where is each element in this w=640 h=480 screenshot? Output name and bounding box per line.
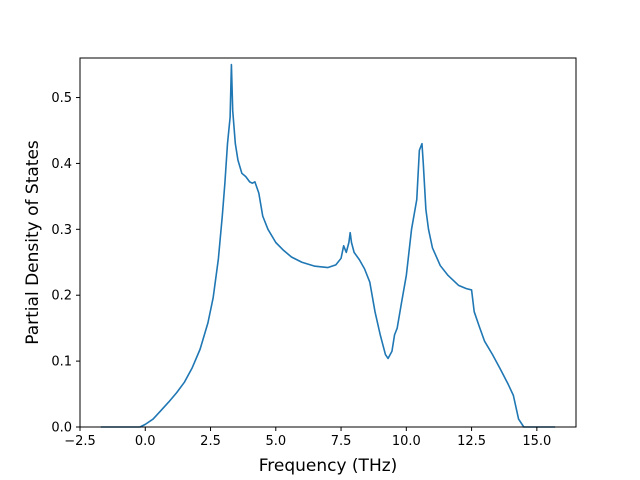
y-tick-label: 0.2 (51, 289, 72, 304)
x-tick-label: 7.5 (331, 434, 352, 449)
y-axis-label: Partial Density of States (23, 140, 43, 345)
series-line-0 (100, 63, 556, 428)
y-tick-label: 0.5 (51, 91, 72, 106)
y-tick-label: 0.1 (51, 355, 72, 370)
y-tick-label: 0.3 (51, 223, 72, 238)
y-tick-label: 0.4 (51, 157, 72, 172)
x-tick-label: −2.5 (64, 434, 96, 449)
axes-frame (79, 57, 577, 428)
x-tick-label: 5.0 (265, 434, 286, 449)
x-axis-label: Frequency (THz) (259, 456, 398, 476)
x-axis: −2.5 0.0 2.5 5.0 7.5 10.0 12.5 15.0 (64, 427, 551, 449)
y-tick-label: 0.0 (51, 421, 72, 436)
plot-area (100, 63, 556, 428)
x-tick-label: 15.0 (522, 434, 551, 449)
y-axis: 0.0 0.1 0.2 0.3 0.4 0.5 (51, 91, 80, 436)
x-tick-label: 0.0 (135, 434, 156, 449)
x-tick-label: 10.0 (392, 434, 421, 449)
x-tick-label: 12.5 (457, 434, 486, 449)
x-tick-label: 2.5 (200, 434, 221, 449)
